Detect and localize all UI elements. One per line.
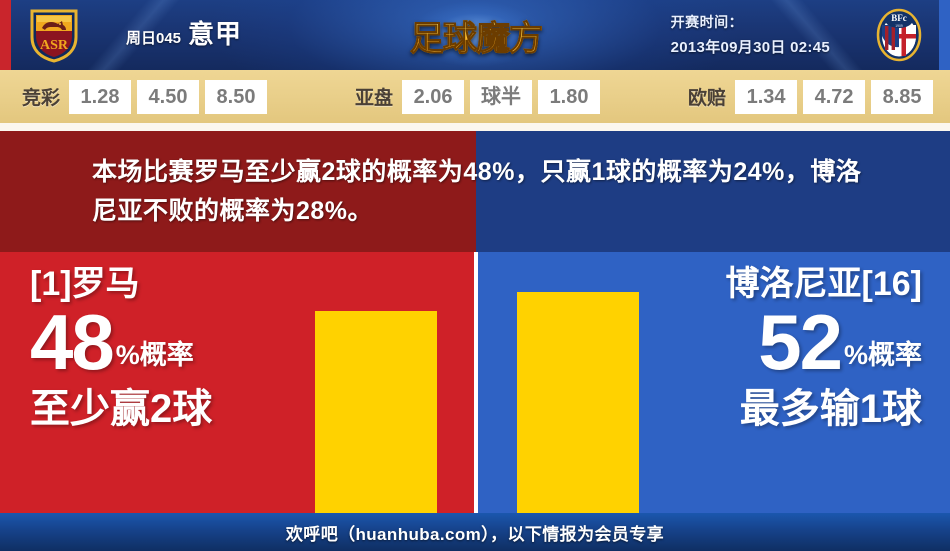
away-percent-value: 52 <box>758 298 843 386</box>
header-bar: ASR 周日045 意甲 足球魔方 开赛时间： 2013年09月30日 02:45 <box>0 0 950 70</box>
home-percent-suffix: %概率 <box>115 340 194 370</box>
odds-oupei-away[interactable]: 8.85 <box>871 79 934 114</box>
header-right-blue-edge <box>939 0 950 70</box>
odds-group-oupei: 欧赔 1.34 4.72 8.85 <box>688 79 934 114</box>
home-panel-text: [1]罗马 48 %概率 至少赢2球 <box>30 264 320 433</box>
statement-left-half <box>0 131 476 252</box>
svg-text:ASR: ASR <box>40 38 69 53</box>
statement-text: 本场比赛罗马至少赢2球的概率为48%，只赢1球的概率为24%，博洛尼亚不败的概率… <box>92 158 862 225</box>
odds-label-yapan: 亚盘 <box>355 88 394 109</box>
odds-yapan-handicap[interactable]: 球半 <box>470 79 533 114</box>
odds-jingcai-away[interactable]: 8.50 <box>205 79 268 114</box>
svg-text:BFc: BFc <box>891 13 907 23</box>
away-outcome-label: 最多输1球 <box>739 387 922 431</box>
footer-text: 欢呼吧（huanhuba.com），以下情报为会员专享 <box>285 524 665 544</box>
brand-logo: 足球魔方 <box>361 0 591 70</box>
bar-home-48 <box>315 311 437 513</box>
odds-oupei-draw[interactable]: 4.72 <box>803 79 866 114</box>
odds-jingcai-draw[interactable]: 4.50 <box>137 79 200 114</box>
probability-chart: [1]罗马 48 %概率 至少赢2球 博洛尼亚[16] 52 %概率 最多输1球 <box>0 252 950 513</box>
odds-group-jingcai: 竞彩 1.28 4.50 8.50 <box>22 79 268 114</box>
match-title: 周日045 意甲 <box>126 14 242 51</box>
home-outcome-label: 至少赢2球 <box>30 387 213 431</box>
home-percent-value: 48 <box>30 298 115 386</box>
home-percent-row: 48 %概率 <box>30 298 320 386</box>
away-panel-text: 博洛尼亚[16] 52 %概率 最多输1球 <box>612 264 922 433</box>
bar-away-52 <box>517 292 639 513</box>
away-team-name: 博洛尼亚[16] <box>725 265 922 303</box>
odds-yapan-home[interactable]: 2.06 <box>402 79 465 114</box>
odds-oupei-home[interactable]: 1.34 <box>735 79 798 114</box>
statement-band: 本场比赛罗马至少赢2球的概率为48%，只赢1球的概率为24%，博洛尼亚不败的概率… <box>0 131 950 252</box>
odds-label-jingcai: 竞彩 <box>22 88 61 109</box>
odds-label-oupei: 欧赔 <box>688 88 727 109</box>
away-team-crest-icon: BFc 1909 <box>873 7 925 63</box>
odds-group-yapan: 亚盘 2.06 球半 1.80 <box>355 79 601 114</box>
kickoff-block: 开赛时间： 2013年09月30日 02:45 <box>671 12 830 57</box>
statement-right-half <box>476 131 950 252</box>
logo-starburst-icon <box>361 0 591 70</box>
away-percent-suffix: %概率 <box>843 340 922 370</box>
brand-logo-text: 足球魔方 <box>410 11 544 60</box>
panel-divider <box>474 252 478 513</box>
kickoff-label: 开赛时间： <box>670 14 744 30</box>
kickoff-value: 2013年09月30日 02:45 <box>670 39 830 56</box>
divider-strip <box>0 123 950 131</box>
home-team-name: [1]罗马 <box>30 265 140 303</box>
odds-bar: 竞彩 1.28 4.50 8.50 亚盘 2.06 球半 1.80 欧赔 1.3… <box>0 70 950 123</box>
odds-yapan-away[interactable]: 1.80 <box>538 79 601 114</box>
footer-bar: 欢呼吧（huanhuba.com），以下情报为会员专享 <box>0 513 950 551</box>
home-team-crest-icon: ASR <box>28 7 80 63</box>
odds-jingcai-home[interactable]: 1.28 <box>69 79 132 114</box>
away-percent-row: 52 %概率 <box>612 298 922 386</box>
svg-text:1909: 1909 <box>895 24 903 28</box>
match-number: 周日045 <box>126 30 182 47</box>
header-left-red-edge <box>0 0 11 70</box>
league-name: 意甲 <box>188 19 243 49</box>
